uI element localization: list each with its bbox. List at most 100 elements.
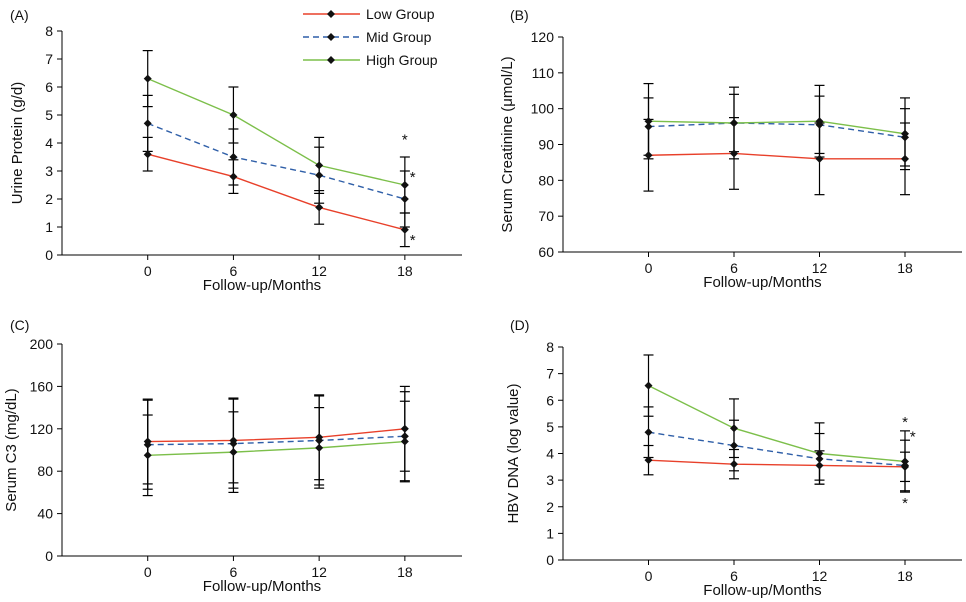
data-point-marker <box>143 451 152 460</box>
data-point-marker <box>400 424 409 433</box>
x-tick-label: 18 <box>897 568 913 584</box>
y-tick-label: 100 <box>531 101 555 117</box>
y-tick-label: 160 <box>30 378 54 394</box>
data-point-marker <box>229 153 238 161</box>
series-line-2 <box>648 120 906 135</box>
y-tick-label: 70 <box>538 208 554 224</box>
y-tick-label: 0 <box>45 247 53 263</box>
x-tick-label: 0 <box>144 564 152 580</box>
y-axis-title: Serum C3 (mg/dL) <box>3 388 20 511</box>
y-tick-label: 0 <box>546 552 554 568</box>
data-point-marker <box>229 448 238 457</box>
x-tick-label: 12 <box>812 260 828 276</box>
x-tick-label: 6 <box>730 568 738 584</box>
data-point-marker <box>143 150 152 159</box>
data-point-marker <box>400 181 409 189</box>
data-point-marker <box>400 225 409 234</box>
y-tick-label: 120 <box>30 421 54 437</box>
data-point-marker <box>730 460 738 469</box>
legend-label: Mid Group <box>366 29 432 45</box>
data-point-marker <box>644 456 653 465</box>
data-point-marker <box>901 129 909 138</box>
data-point-marker <box>400 195 409 203</box>
y-tick-label: 60 <box>538 244 554 260</box>
x-tick-label: 0 <box>645 260 653 276</box>
panel-label: (B) <box>510 7 529 23</box>
series-line-2 <box>648 384 906 463</box>
y-tick-label: 3 <box>45 163 53 179</box>
significance-star: * <box>410 169 416 186</box>
x-tick-label: 12 <box>812 568 828 584</box>
data-point-marker <box>730 424 738 433</box>
data-point-marker <box>229 172 238 181</box>
panel-label: (D) <box>510 317 529 333</box>
significance-star: * <box>902 414 908 431</box>
data-point-marker <box>815 461 824 470</box>
significance-star: * <box>410 232 416 249</box>
data-point-marker <box>815 454 824 463</box>
legend-marker <box>327 33 335 41</box>
series-line-2 <box>147 440 405 456</box>
series-line-1 <box>648 431 906 467</box>
y-tick-label: 6 <box>546 392 554 408</box>
data-point-marker <box>815 449 824 458</box>
y-tick-label: 200 <box>30 336 54 352</box>
y-tick-label: 1 <box>45 219 53 235</box>
data-point-marker <box>644 117 653 126</box>
y-axis-title: Urine Protein (g/d) <box>9 82 26 205</box>
x-tick-label: 6 <box>230 564 238 580</box>
y-tick-label: 2 <box>45 191 53 207</box>
y-tick-label: 8 <box>546 339 554 355</box>
y-tick-label: 3 <box>546 472 554 488</box>
panel-label: (A) <box>10 7 29 23</box>
y-tick-label: 2 <box>546 499 554 515</box>
y-tick-label: 5 <box>45 107 53 123</box>
data-point-marker <box>315 161 324 170</box>
data-point-marker <box>815 117 824 126</box>
series-line-1 <box>147 435 405 446</box>
chart-panel-1: (B) 60 70 80 90 100 110 120 0 6 12 18 Follow-up/Mont… <box>499 7 962 291</box>
data-point-marker <box>644 122 653 131</box>
data-point-marker <box>229 439 238 448</box>
x-tick-label: 18 <box>897 260 913 276</box>
data-point-marker <box>901 154 909 163</box>
data-point-marker <box>315 436 324 445</box>
data-point-marker <box>143 119 152 128</box>
data-point-marker <box>400 437 409 446</box>
y-tick-label: 80 <box>538 172 554 188</box>
data-point-marker <box>143 74 152 83</box>
x-tick-label: 12 <box>311 263 327 279</box>
significance-star: * <box>910 429 916 446</box>
series-line-0 <box>648 152 905 160</box>
legend-marker <box>327 10 335 18</box>
data-point-marker <box>315 443 324 452</box>
data-point-marker <box>730 119 738 127</box>
data-point-marker <box>901 457 909 466</box>
data-point-marker <box>315 171 324 180</box>
significance-star: * <box>402 131 408 148</box>
chart-panel-2: (C) 0 40 80 120 160 200 0 6 12 18 Follow-up/Months S… <box>3 317 462 595</box>
series-line-2 <box>147 77 406 186</box>
data-point-marker <box>644 381 653 390</box>
legend-marker <box>327 56 335 64</box>
y-tick-label: 120 <box>531 29 555 45</box>
data-point-marker <box>229 111 238 119</box>
x-tick-label: 18 <box>397 263 413 279</box>
y-axis-title: Serum Creatinine (μmol/L) <box>499 56 516 232</box>
y-tick-label: 8 <box>45 23 53 39</box>
series-line-1 <box>147 122 406 200</box>
x-tick-label: 6 <box>230 263 238 279</box>
data-point-marker <box>644 428 653 437</box>
y-tick-label: 7 <box>546 366 554 382</box>
data-point-marker <box>315 203 324 212</box>
data-point-marker <box>730 441 738 450</box>
data-point-marker <box>143 440 152 449</box>
y-tick-label: 5 <box>546 419 554 435</box>
data-point-marker <box>730 149 738 158</box>
panel-label: (C) <box>10 317 29 333</box>
significance-star: * <box>902 495 908 512</box>
x-tick-label: 18 <box>397 564 413 580</box>
x-tick-label: 0 <box>144 263 152 279</box>
